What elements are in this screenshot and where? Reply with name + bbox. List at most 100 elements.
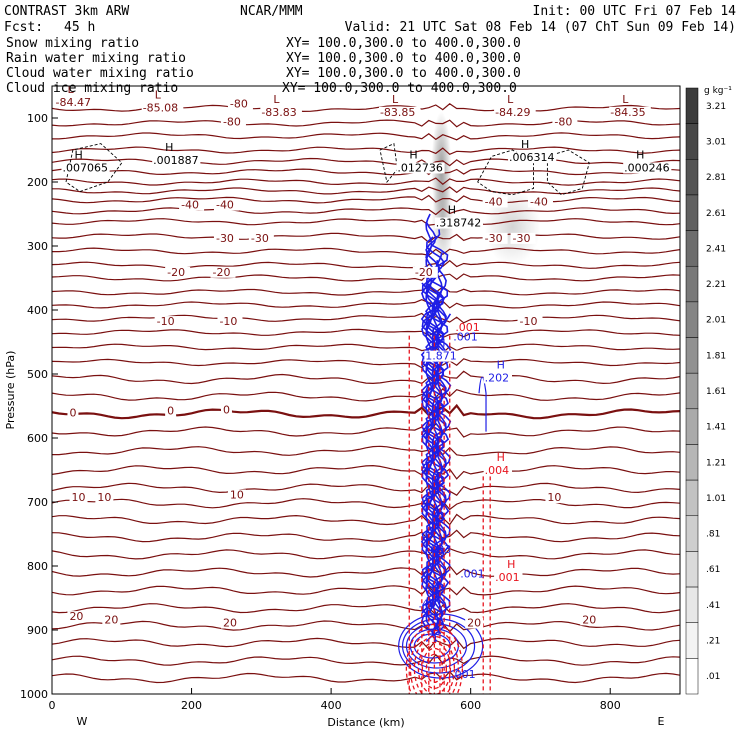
x-axis-label: Distance (km) bbox=[327, 716, 404, 729]
isotherm-label-6: -40 bbox=[530, 195, 548, 208]
header: CONTRAST 3km ARW NCAR/MMM Init: 00 UTC F… bbox=[4, 4, 736, 35]
isotherm-label-20: 10 bbox=[72, 491, 86, 504]
isotherm-label-7: -30 bbox=[216, 232, 234, 245]
isotherm-line-22 bbox=[52, 387, 680, 402]
extremum-value-1: -85.08 bbox=[143, 101, 178, 114]
small-label-1: .001 bbox=[453, 331, 478, 344]
extremum-bg-3 bbox=[378, 106, 421, 118]
extremum-marker-3: L bbox=[392, 93, 399, 106]
isotherm-line-27 bbox=[52, 482, 680, 496]
isotherm-label-bg-22 bbox=[227, 489, 246, 501]
colorbar-level-4: 2.41 bbox=[706, 244, 726, 254]
extremum-value-14: .004 bbox=[485, 464, 510, 477]
colorbar-level-3: 2.61 bbox=[706, 209, 726, 219]
cloud-contour-4 bbox=[424, 243, 450, 615]
extremum-marker-15: H bbox=[507, 558, 515, 571]
colorbar-level-15: .21 bbox=[706, 637, 720, 647]
colorbar-swatch-11 bbox=[685, 479, 699, 517]
extremum-bg-0 bbox=[54, 97, 97, 109]
extremum-bg-6 bbox=[61, 162, 110, 174]
extremum-marker-8: H bbox=[409, 148, 417, 161]
y-tick-6: 700 bbox=[27, 496, 48, 509]
isotherm-label-3: -40 bbox=[181, 199, 199, 212]
temperature-contours bbox=[52, 103, 680, 684]
isotherm-label-bg-9 bbox=[482, 232, 508, 244]
colorbar-level-10: 1.21 bbox=[706, 458, 726, 468]
isotherm-label-12: -20 bbox=[212, 266, 230, 279]
field-name-2: Cloud water mixing ratio bbox=[6, 66, 194, 81]
isotherm-label-24: 20 bbox=[69, 610, 83, 623]
isotherm-label-5: -40 bbox=[485, 195, 503, 208]
x-tick-3: 600 bbox=[460, 699, 481, 712]
colorbar-swatch-4 bbox=[685, 230, 699, 267]
colorbar-swatch-8 bbox=[685, 372, 699, 410]
extremum-value-6: .007065 bbox=[62, 161, 108, 174]
isotherm-line-11 bbox=[52, 232, 680, 244]
colorbar-level-16: .01 bbox=[706, 672, 720, 682]
isotherm-label-21: 10 bbox=[97, 491, 111, 504]
plot-area: -80 -80 -80 -40 -40 -40 -40 -30 -30 -30 -30 -20 -20 -… bbox=[52, 83, 680, 694]
small-label-5: .001 bbox=[451, 668, 476, 681]
colorbar-swatch-13 bbox=[685, 551, 699, 588]
extremum-bg-10 bbox=[623, 162, 672, 174]
isotherm-line-28 bbox=[52, 498, 680, 511]
cloud-base-contour-2 bbox=[405, 623, 468, 669]
isotherm-label-bg-20 bbox=[69, 492, 88, 504]
isotherm-line-12 bbox=[52, 247, 680, 256]
isotherm-line-14 bbox=[52, 272, 680, 282]
colorbar-unit: g kg⁻¹ bbox=[704, 86, 732, 96]
field-xsect-1: XY= 100.0,300.0 to 400.0,300.0 bbox=[286, 51, 521, 66]
extremum-bg-1 bbox=[141, 102, 184, 114]
colorbar-swatch-7 bbox=[685, 337, 699, 374]
isotherm-label-14: -10 bbox=[157, 315, 175, 328]
extremum-bg-15 bbox=[494, 572, 523, 584]
isotherm-line-32 bbox=[52, 564, 680, 578]
isotherm-label-bg-3 bbox=[179, 199, 205, 211]
extremum-value-10: .000246 bbox=[624, 161, 670, 174]
colorbar-swatch-0 bbox=[685, 87, 699, 124]
isotherm-line-16 bbox=[52, 299, 680, 309]
isotherm-line-23 bbox=[52, 403, 680, 420]
colorbar-level-6: 2.01 bbox=[706, 316, 726, 326]
rain-core-contour-5 bbox=[405, 623, 464, 694]
small-label-2: .003 bbox=[427, 543, 452, 556]
isotherm-label-8: -30 bbox=[251, 232, 269, 245]
extremum-marker-0: L bbox=[67, 83, 74, 96]
extremum-marker-1: L bbox=[155, 88, 162, 101]
y-tick-4: 500 bbox=[27, 368, 48, 381]
isotherm-line-17 bbox=[52, 312, 680, 324]
rain-core-contour-3 bbox=[413, 635, 456, 694]
colorbar-level-8: 1.61 bbox=[706, 387, 726, 397]
isotherm-label-9: -30 bbox=[485, 232, 503, 245]
colorbar-swatch-1 bbox=[685, 123, 699, 160]
isotherm-label-bg-10 bbox=[510, 232, 536, 244]
isotherm-label-bg-21 bbox=[95, 492, 114, 504]
colorbar-swatch-10 bbox=[685, 444, 699, 481]
extremum-marker-7: H bbox=[165, 141, 173, 154]
y-tick-0: 100 bbox=[27, 112, 48, 125]
isotherm-label-13: -20 bbox=[415, 266, 433, 279]
isotherm-label-bg-18 bbox=[165, 405, 177, 417]
isotherm-label-bg-16 bbox=[517, 316, 543, 328]
colorbar-swatch-12 bbox=[685, 515, 699, 552]
extremum-value-3: -83.85 bbox=[380, 106, 415, 119]
isotherm-label-bg-13 bbox=[412, 266, 438, 278]
init-time: Init: 00 UTC Fri 07 Feb 14 bbox=[533, 4, 737, 19]
y-tick-5: 600 bbox=[27, 432, 48, 445]
y-tick-2: 300 bbox=[27, 240, 48, 253]
isotherm-line-3 bbox=[52, 146, 680, 156]
isotherm-label-26: 20 bbox=[223, 617, 237, 630]
extremum-marker-9: H bbox=[521, 138, 529, 151]
extremum-bg-14 bbox=[483, 465, 513, 477]
extremum-bg-5 bbox=[609, 106, 651, 118]
rain-water-contours bbox=[405, 335, 491, 694]
isotherm-line-2 bbox=[52, 132, 680, 141]
extremum-value-4: -84.29 bbox=[495, 106, 530, 119]
extremum-value-12: 1.871 bbox=[425, 350, 457, 363]
isotherm-label-bg-24 bbox=[67, 611, 86, 623]
extremum-bg-11 bbox=[434, 217, 483, 229]
extremum-value-7: .001887 bbox=[153, 154, 199, 167]
extremum-bg-13 bbox=[483, 372, 513, 384]
x-tick-0: 0 bbox=[49, 699, 56, 712]
